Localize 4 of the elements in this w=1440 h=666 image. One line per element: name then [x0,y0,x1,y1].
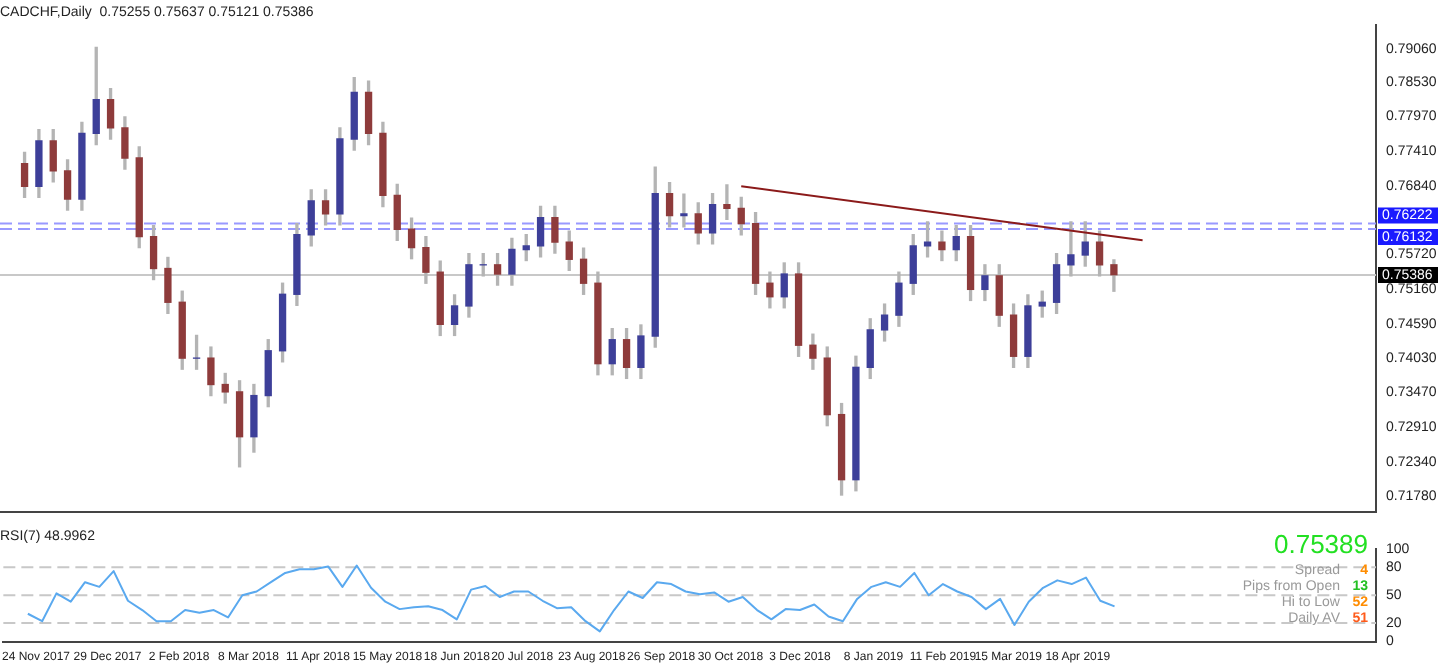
candlestick [680,193,688,228]
annotation: 0.75389 [1274,528,1368,559]
candlestick [723,184,731,221]
candlestick [1067,221,1075,277]
